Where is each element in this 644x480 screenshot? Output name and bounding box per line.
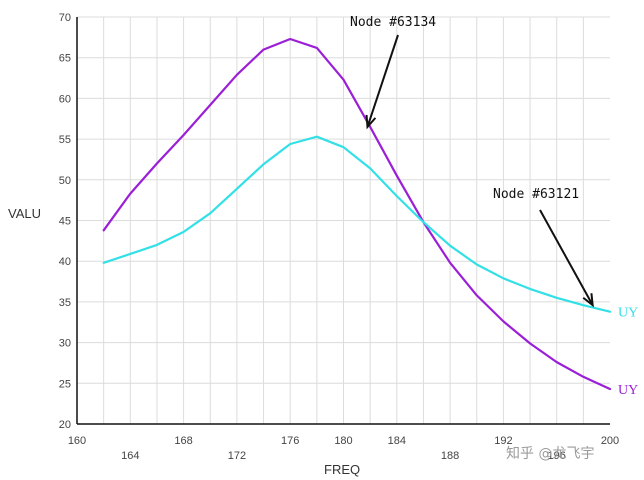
x-tick-label: 188 [441, 450, 459, 462]
y-tick-label: 25 [59, 378, 71, 390]
y-tick-label: 35 [59, 297, 71, 309]
annotation-arrow-shaft [366, 34, 399, 128]
x-axis-label: FREQ [324, 462, 360, 477]
x-tick-label: 196 [548, 450, 566, 462]
series-line [102, 37, 612, 391]
series-labels: UY UY [618, 306, 638, 398]
y-tick-label: 40 [59, 256, 71, 268]
series-line [102, 135, 612, 313]
y-tick-label: 55 [59, 134, 71, 146]
series-end-label: UY [618, 306, 638, 321]
y-tick-label: 20 [59, 419, 71, 431]
series-lines [102, 37, 612, 391]
x-tick-labels: 160 168 176 180 184 192 200 164 172 188 196 [68, 435, 619, 462]
y-tick-label: 70 [59, 12, 71, 24]
annotation-arrow-shaft [539, 209, 594, 306]
annotation-label: Node #63121 [493, 187, 579, 202]
y-tick-label: 60 [59, 93, 71, 105]
axes [76, 17, 610, 425]
x-tick-label: 180 [334, 435, 352, 447]
y-tick-label: 45 [59, 216, 71, 228]
x-tick-label: 192 [494, 435, 512, 447]
annotation-arrow-head [365, 114, 377, 130]
annotation-label: Node #63134 [350, 15, 436, 30]
series-end-label: UY [618, 383, 638, 398]
x-tick-label: 172 [228, 450, 246, 462]
x-tick-label: 184 [388, 435, 406, 447]
annotations: Node #63134 Node #63121 [350, 15, 594, 308]
y-tick-label: 30 [59, 338, 71, 350]
y-tick-labels: 20 25 30 35 40 45 50 55 60 65 70 [59, 12, 71, 431]
x-tick-label: 168 [174, 435, 192, 447]
x-tick-label: 160 [68, 435, 86, 447]
x-tick-label: 164 [121, 450, 139, 462]
y-tick-label: 50 [59, 175, 71, 187]
y-tick-label: 65 [59, 53, 71, 65]
x-tick-label: 200 [601, 435, 619, 447]
annotation-arrow-head [582, 293, 594, 308]
y-axis-label: VALU [8, 206, 41, 221]
x-tick-label: 176 [281, 435, 299, 447]
watermark-text: 知乎 @龙飞宇 [506, 445, 594, 462]
